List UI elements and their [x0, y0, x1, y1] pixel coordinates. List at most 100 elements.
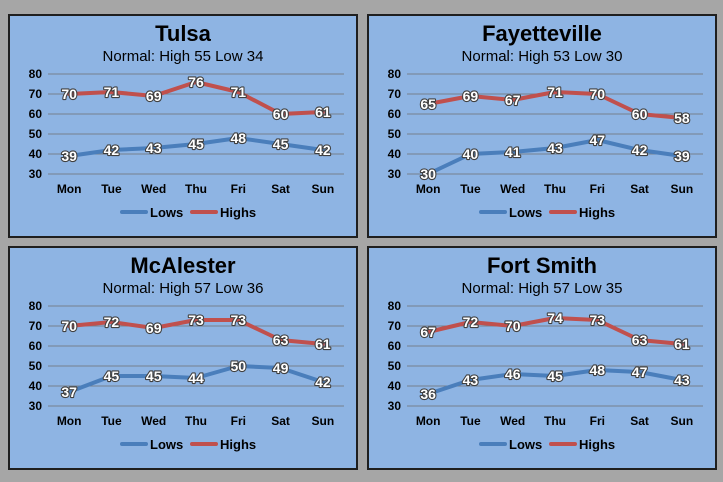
data-label-highs: 67: [420, 324, 436, 340]
chart-title: Fayetteville: [482, 21, 602, 46]
y-tick-label: 30: [29, 399, 43, 413]
x-tick-label: Wed: [141, 414, 166, 428]
y-tick-label: 50: [388, 127, 402, 141]
data-label-lows: 50: [230, 358, 246, 374]
data-label-highs: 70: [589, 86, 605, 102]
y-tick-label: 70: [388, 87, 402, 101]
y-tick-label: 30: [388, 167, 402, 181]
y-tick-label: 30: [388, 399, 402, 413]
data-label-lows: 43: [547, 140, 563, 156]
series-line-highs: [67, 80, 325, 116]
y-tick-label: 80: [388, 299, 402, 313]
y-tick-label: 40: [388, 147, 402, 161]
data-label-highs: 61: [674, 336, 690, 352]
data-label-highs: 70: [61, 318, 77, 334]
data-label-lows: 48: [589, 362, 605, 378]
legend-label-highs: Highs: [220, 437, 256, 452]
data-label-highs: 72: [463, 314, 479, 330]
chart-svg-4: Fort Smith Normal: High 57 Low 35 30 40 50 60…: [388, 253, 703, 452]
data-label-lows: 44: [188, 370, 204, 386]
legend-label-highs: Highs: [220, 205, 256, 220]
chart-svg-2: Fayetteville Normal: High 53 Low 30 30 40 50…: [388, 21, 703, 220]
series-line-highs: [426, 316, 684, 346]
data-label-highs: 69: [463, 88, 479, 104]
y-tick-label: 70: [29, 87, 43, 101]
data-label-lows: 41: [505, 144, 521, 160]
series-line-highs: [426, 90, 684, 120]
data-label-highs: 65: [420, 96, 436, 112]
data-label-highs: 60: [273, 106, 289, 122]
data-label-lows: 45: [547, 368, 563, 384]
y-tick-label: 50: [29, 127, 43, 141]
y-tick-label: 80: [388, 67, 402, 81]
x-tick-label: Mon: [57, 414, 82, 428]
data-label-lows: 30: [420, 166, 436, 182]
data-label-highs: 71: [104, 84, 120, 100]
series-line-highs: [67, 318, 325, 346]
data-label-lows: 36: [420, 386, 436, 402]
data-label-highs: 73: [188, 312, 204, 328]
y-tick-label: 60: [29, 339, 43, 353]
y-tick-label: 70: [388, 319, 402, 333]
data-label-lows: 49: [273, 360, 289, 376]
data-label-highs: 63: [632, 332, 648, 348]
x-tick-label: Thu: [544, 414, 566, 428]
y-tick-label: 50: [388, 359, 402, 373]
x-tick-label: Thu: [185, 182, 207, 196]
data-label-highs: 61: [315, 336, 331, 352]
data-label-lows: 45: [146, 368, 162, 384]
x-tick-label: Fri: [231, 414, 246, 428]
legend-label-lows: Lows: [150, 205, 183, 220]
y-tick-label: 70: [29, 319, 43, 333]
data-label-highs: 76: [188, 74, 204, 90]
y-tick-label: 40: [388, 379, 402, 393]
data-label-lows: 45: [188, 136, 204, 152]
chart-panel-2: Fayetteville Normal: High 53 Low 30 30 40 50…: [367, 14, 717, 238]
chart-panel-3: McAlester Normal: High 57 Low 36 30 40 50 60 7…: [8, 246, 358, 470]
data-label-highs: 71: [230, 84, 246, 100]
data-label-lows: 45: [273, 136, 289, 152]
y-tick-label: 40: [29, 379, 43, 393]
chart-panel-1: Tulsa Normal: High 55 Low 34 30 40 50 60 70 80 M…: [8, 14, 358, 238]
data-label-lows: 45: [104, 368, 120, 384]
x-tick-label: Tue: [101, 182, 122, 196]
chart-panel-4: Fort Smith Normal: High 57 Low 35 30 40 50 60…: [367, 246, 717, 470]
series-line-lows: [67, 364, 325, 394]
x-tick-label: Fri: [231, 182, 246, 196]
data-label-lows: 39: [61, 148, 77, 164]
data-label-lows: 47: [589, 132, 605, 148]
data-label-highs: 73: [589, 312, 605, 328]
x-tick-label: Wed: [500, 414, 525, 428]
x-tick-label: Tue: [460, 182, 481, 196]
y-tick-label: 60: [388, 339, 402, 353]
data-label-lows: 46: [505, 366, 521, 382]
y-tick-label: 80: [29, 67, 43, 81]
data-label-highs: 73: [230, 312, 246, 328]
x-tick-label: Mon: [416, 182, 441, 196]
data-label-highs: 70: [61, 86, 77, 102]
data-label-lows: 43: [674, 372, 690, 388]
data-label-lows: 37: [61, 384, 77, 400]
chart-subtitle: Normal: High 57 Low 36: [103, 280, 264, 297]
legend-label-highs: Highs: [579, 205, 615, 220]
x-tick-label: Sat: [271, 182, 290, 196]
x-tick-label: Fri: [590, 414, 605, 428]
chart-title: Fort Smith: [487, 253, 597, 278]
y-tick-label: 30: [29, 167, 43, 181]
data-label-highs: 71: [547, 84, 563, 100]
data-label-lows: 42: [315, 142, 331, 158]
chart-subtitle: Normal: High 55 Low 34: [103, 48, 264, 65]
x-tick-label: Sun: [671, 182, 694, 196]
x-tick-label: Thu: [185, 414, 207, 428]
chart-subtitle: Normal: High 53 Low 30: [462, 48, 623, 65]
x-tick-label: Wed: [141, 182, 166, 196]
y-tick-label: 50: [29, 359, 43, 373]
x-tick-label: Sat: [271, 414, 290, 428]
data-label-highs: 72: [104, 314, 120, 330]
series-line-lows: [67, 136, 325, 158]
chart-subtitle: Normal: High 57 Low 35: [462, 280, 623, 297]
x-tick-label: Sat: [630, 414, 649, 428]
data-label-highs: 69: [146, 88, 162, 104]
data-label-lows: 42: [315, 374, 331, 390]
data-label-lows: 43: [146, 140, 162, 156]
